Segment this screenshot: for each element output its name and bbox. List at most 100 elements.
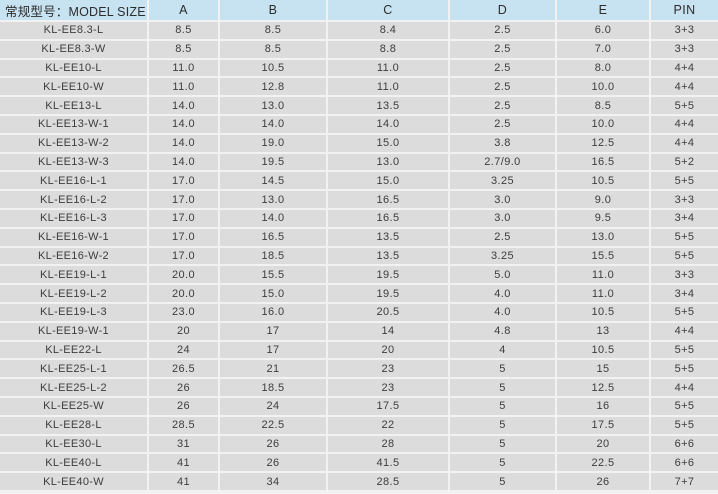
model-cell: KL-EE19-L-1 xyxy=(0,266,147,284)
cell-pin: 5+5 xyxy=(651,416,718,434)
cell-c: 13.5 xyxy=(328,97,448,114)
model-cell: KL-EE16-W-2 xyxy=(0,247,147,265)
cell-d: 4.0 xyxy=(450,303,555,321)
cell-d: 2.7/9.0 xyxy=(450,153,555,171)
cell-d: 2.5 xyxy=(450,59,555,77)
cell-e: 13 xyxy=(557,322,649,340)
cell-e: 22.5 xyxy=(557,454,649,472)
cell-pin: 3+3 xyxy=(651,40,718,58)
cell-d: 3.0 xyxy=(450,209,555,227)
cell-d: 2.5 xyxy=(450,78,555,96)
cell-pin: 4+4 xyxy=(651,134,718,152)
cell-e: 12.5 xyxy=(557,134,649,152)
cell-c: 13.5 xyxy=(328,228,448,246)
cell-a: 17.0 xyxy=(149,209,218,227)
model-cell: KL-EE16-W-1 xyxy=(0,228,147,246)
cell-e: 10.0 xyxy=(557,115,649,133)
cell-d: 2.5 xyxy=(450,115,555,133)
cell-e: 8.5 xyxy=(557,97,649,114)
cell-pin: 3+3 xyxy=(651,191,718,208)
cell-b: 15.5 xyxy=(220,266,326,284)
cell-d: 5 xyxy=(450,397,555,415)
model-cell: KL-EE10-W xyxy=(0,78,147,96)
cell-c: 14 xyxy=(328,322,448,340)
model-cell: KL-EE30-L xyxy=(0,435,147,453)
cell-a: 14.0 xyxy=(149,97,218,114)
cell-a: 8.5 xyxy=(149,40,218,58)
cell-b: 8.5 xyxy=(220,40,326,58)
cell-d: 5 xyxy=(450,473,555,490)
cell-a: 17.0 xyxy=(149,191,218,208)
model-cell: KL-EE28-L xyxy=(0,416,147,434)
cell-a: 17.0 xyxy=(149,172,218,190)
model-cell: KL-EE10-L xyxy=(0,59,147,77)
cell-a: 23.0 xyxy=(149,303,218,321)
cell-c: 16.5 xyxy=(328,209,448,227)
cell-d: 3.8 xyxy=(450,134,555,152)
cell-e: 11.0 xyxy=(557,266,649,284)
cell-a: 26 xyxy=(149,397,218,415)
model-cell: KL-EE16-L-2 xyxy=(0,191,147,208)
cell-pin: 5+5 xyxy=(651,341,718,359)
cell-b: 18.5 xyxy=(220,247,326,265)
model-cell: KL-EE25-L-1 xyxy=(0,360,147,378)
cell-b: 19.5 xyxy=(220,153,326,171)
cell-a: 26.5 xyxy=(149,360,218,378)
cell-pin: 4+4 xyxy=(651,78,718,96)
cell-pin: 5+5 xyxy=(651,247,718,265)
cell-c: 11.0 xyxy=(328,59,448,77)
cell-pin: 6+6 xyxy=(651,435,718,453)
model-cell: KL-EE25-W xyxy=(0,397,147,415)
cell-a: 17.0 xyxy=(149,247,218,265)
cell-b: 14.0 xyxy=(220,115,326,133)
cell-pin: 6+6 xyxy=(651,454,718,472)
model-cell: KL-EE40-L xyxy=(0,454,147,472)
table-header-e: E xyxy=(557,0,649,20)
cell-pin: 5+5 xyxy=(651,303,718,321)
cell-pin: 5+2 xyxy=(651,153,718,171)
cell-a: 17.0 xyxy=(149,228,218,246)
cell-c: 19.5 xyxy=(328,285,448,302)
cell-a: 20 xyxy=(149,322,218,340)
cell-d: 5.0 xyxy=(450,266,555,284)
cell-pin: 5+5 xyxy=(651,228,718,246)
cell-a: 20.0 xyxy=(149,285,218,302)
cell-pin: 5+5 xyxy=(651,397,718,415)
cell-c: 8.8 xyxy=(328,40,448,58)
cell-a: 41 xyxy=(149,454,218,472)
cell-d: 3.0 xyxy=(450,191,555,208)
cell-d: 5 xyxy=(450,360,555,378)
cell-c: 23 xyxy=(328,360,448,378)
model-cell: KL-EE25-L-2 xyxy=(0,379,147,396)
cell-c: 20 xyxy=(328,341,448,359)
cell-c: 23 xyxy=(328,379,448,396)
table-header-model: 常规型号：MODEL SIZE xyxy=(0,0,147,20)
model-cell: KL-EE13-W-2 xyxy=(0,134,147,152)
cell-b: 13.0 xyxy=(220,97,326,114)
cell-b: 26 xyxy=(220,454,326,472)
cell-d: 4 xyxy=(450,341,555,359)
table-header-d: D xyxy=(450,0,555,20)
cell-d: 2.5 xyxy=(450,228,555,246)
cell-pin: 3+3 xyxy=(651,22,718,39)
cell-b: 15.0 xyxy=(220,285,326,302)
cell-e: 10.5 xyxy=(557,172,649,190)
cell-c: 11.0 xyxy=(328,78,448,96)
cell-pin: 4+4 xyxy=(651,322,718,340)
cell-b: 34 xyxy=(220,473,326,490)
cell-pin: 5+5 xyxy=(651,172,718,190)
cell-d: 2.5 xyxy=(450,22,555,39)
table-header-b: B xyxy=(220,0,326,20)
cell-b: 13.0 xyxy=(220,191,326,208)
cell-e: 9.0 xyxy=(557,191,649,208)
cell-c: 13.5 xyxy=(328,247,448,265)
model-cell: KL-EE8.3-L xyxy=(0,22,147,39)
cell-c: 17.5 xyxy=(328,397,448,415)
cell-c: 15.0 xyxy=(328,172,448,190)
cell-c: 16.5 xyxy=(328,191,448,208)
cell-a: 24 xyxy=(149,341,218,359)
cell-c: 20.5 xyxy=(328,303,448,321)
cell-e: 8.0 xyxy=(557,59,649,77)
cell-e: 10.5 xyxy=(557,303,649,321)
cell-b: 21 xyxy=(220,360,326,378)
